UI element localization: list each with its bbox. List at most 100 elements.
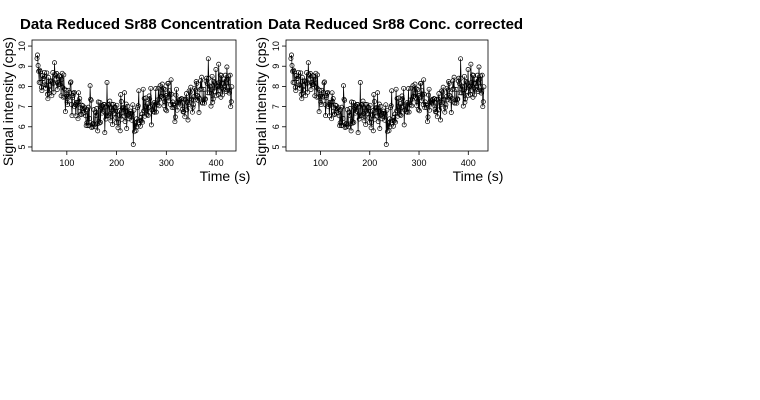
x-tick-label: 200 [362, 158, 377, 168]
data-point [374, 113, 380, 119]
data-point [297, 82, 303, 88]
data-point [199, 74, 205, 80]
data-point [68, 79, 74, 85]
data-point [289, 63, 295, 68]
data-point [399, 104, 404, 110]
data-point [421, 91, 427, 97]
data-point [303, 79, 309, 85]
data-point [299, 74, 305, 80]
data-point [221, 81, 227, 87]
data-point [293, 88, 299, 94]
data-point [168, 77, 174, 83]
data-point [454, 96, 460, 102]
data-point [201, 87, 207, 92]
data-point [61, 72, 67, 78]
data-point [347, 106, 353, 112]
data-point [46, 90, 52, 96]
data-point [312, 77, 318, 82]
data-point [64, 99, 70, 105]
data-point [480, 104, 486, 110]
data-point [322, 102, 328, 107]
data-point [70, 95, 76, 101]
data-point [203, 96, 208, 102]
data-point [468, 79, 474, 85]
data-point [87, 83, 93, 89]
data-point [381, 110, 387, 116]
data-point [44, 70, 50, 76]
data-point [121, 105, 126, 111]
data-point [38, 80, 44, 85]
data-point [192, 97, 198, 103]
data-point [424, 102, 430, 108]
data-point [222, 72, 228, 78]
data-point [289, 52, 294, 58]
data-point [318, 99, 324, 105]
data-point [394, 108, 400, 114]
data-point [462, 96, 468, 102]
data-point [404, 109, 410, 115]
data-point [311, 82, 317, 88]
data-point [339, 104, 345, 110]
data-point [102, 130, 108, 136]
data-point [118, 92, 124, 98]
y-axis-label: Signal intensity (cps) [0, 37, 16, 166]
data-point [40, 76, 46, 82]
data-point [451, 74, 457, 80]
data-point [425, 119, 430, 125]
data-point [475, 89, 481, 94]
data-point [83, 113, 89, 119]
data-point [56, 80, 62, 86]
data-point [406, 109, 412, 115]
data-point [401, 122, 407, 128]
data-point [364, 101, 370, 107]
data-point [158, 93, 164, 99]
data-point [336, 113, 342, 119]
data-point [415, 87, 421, 93]
data-point [91, 107, 97, 113]
data-point [473, 81, 479, 87]
chart-title: Data Reduced Sr88 Concentration [20, 16, 263, 33]
data-point [35, 52, 40, 58]
data-point [426, 92, 432, 98]
data-point [298, 70, 304, 76]
data-point [302, 78, 307, 84]
data-point [143, 108, 149, 114]
data-point [371, 99, 377, 104]
data-point [403, 107, 409, 113]
x-axis-label: Time (s) [453, 168, 504, 184]
data-point [182, 114, 188, 120]
data-point [348, 128, 354, 134]
data-point [49, 79, 55, 85]
data-point [172, 119, 178, 125]
x-tick-label: 300 [159, 158, 174, 168]
x-tick-label: 100 [313, 158, 328, 168]
data-point [460, 84, 466, 90]
data-point [107, 98, 113, 104]
data-point [172, 114, 178, 120]
y-tick-label: 9 [271, 64, 281, 69]
data-point [148, 85, 154, 91]
data-point [121, 113, 127, 119]
data-point [93, 112, 99, 118]
data-point [453, 87, 459, 92]
data-point [76, 99, 82, 104]
data-point [452, 100, 458, 106]
data-point [173, 92, 179, 98]
data-point [82, 110, 88, 116]
data-point [196, 110, 202, 115]
data-point [351, 119, 357, 125]
data-point [442, 109, 448, 115]
data-point [329, 90, 335, 96]
data-point [303, 93, 309, 99]
data-point [396, 108, 402, 114]
plot-frame [285, 39, 489, 152]
data-point [376, 109, 382, 115]
data-point [379, 116, 385, 122]
y-tick-label: 6 [271, 124, 281, 129]
data-point [198, 78, 204, 84]
data-point [128, 110, 134, 116]
data-point [205, 56, 211, 62]
data-point [110, 122, 115, 128]
data-point [342, 97, 348, 103]
data-point [159, 81, 165, 87]
